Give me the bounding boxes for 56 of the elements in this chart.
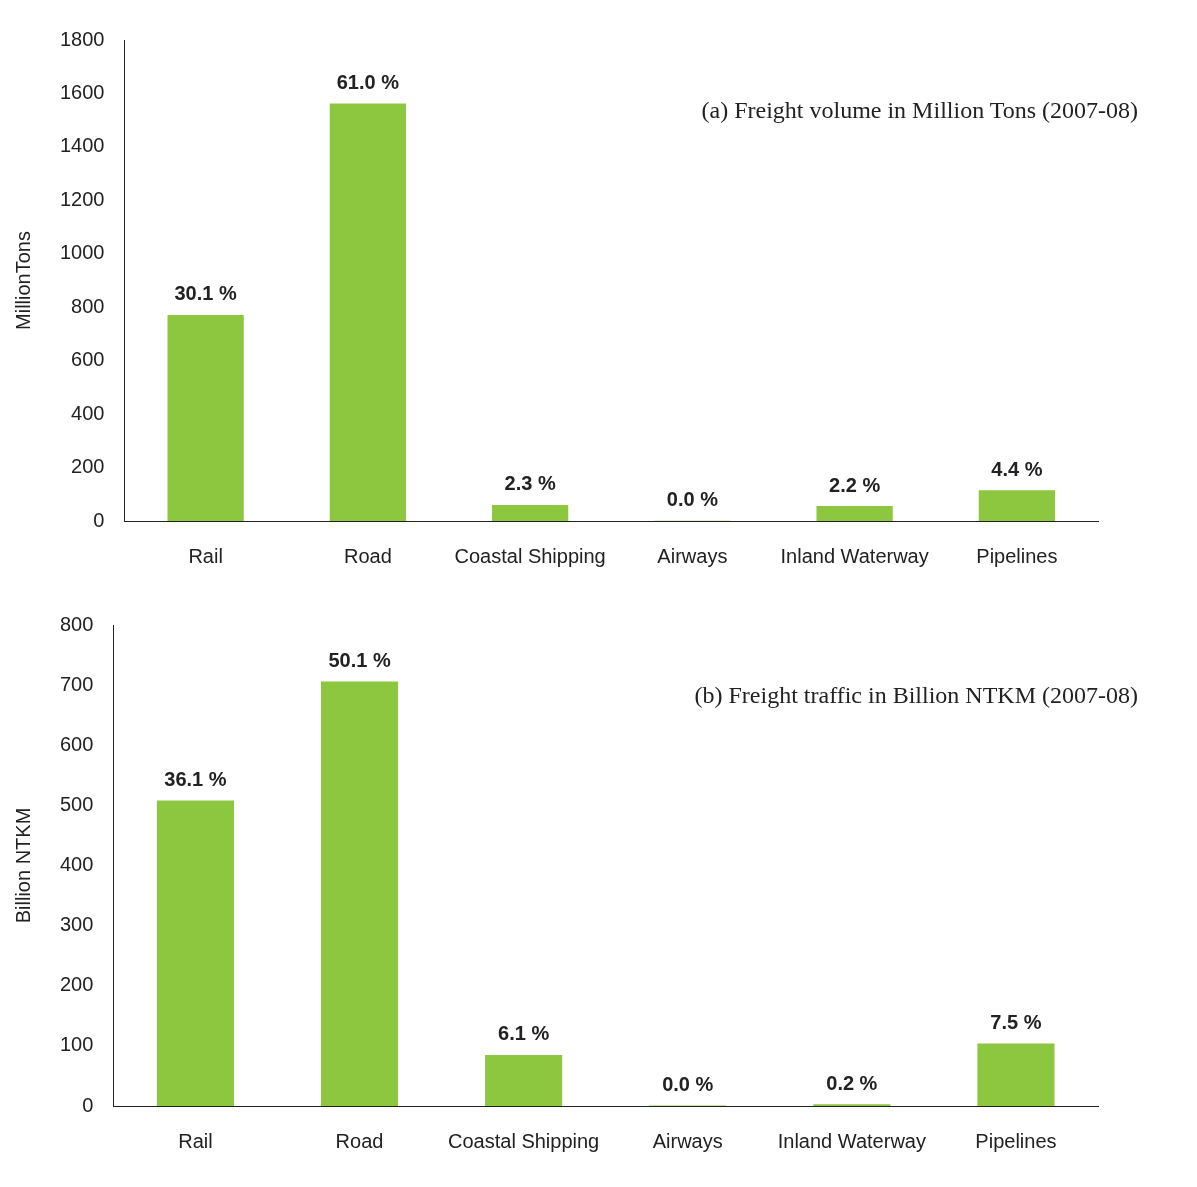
annotation: 2.2 % [829,473,881,496]
y-tick-label: 200 [59,973,94,996]
y-tick-label: 1400 [59,134,105,157]
x-tick-label: Pipelines [975,1129,1057,1152]
y-tick-label: 300 [59,913,94,936]
y-tick-label: 0 [82,1093,94,1116]
x-tick-label: Inland Waterway [780,544,929,567]
annotation: 2.3 % [504,472,556,495]
y-axis-title: Billion NTKM [11,807,34,924]
y-tick-label: 0 [93,508,105,531]
x-tick-label: Rail [178,1129,213,1152]
bar [491,504,569,521]
annotation: 7.5 % [990,1010,1042,1033]
annotation: 0.0 % [662,1072,714,1095]
annotation: 6.1 % [498,1022,550,1045]
x-tick-label: Road [343,544,392,567]
bar [156,800,234,1106]
bar [485,1054,563,1106]
annotation: 4.4 % [991,457,1043,480]
annotation: 0.0 % [666,488,719,511]
annotation: 61.0 % [336,71,400,94]
x-tick-label: Airways [652,1129,723,1152]
y-tick-label: 700 [59,672,94,695]
y-tick-label: 1000 [59,241,105,264]
y-tick-label: 100 [59,1033,94,1056]
y-tick-label: 600 [71,348,105,371]
bar [816,506,893,521]
y-tick-label: 400 [71,401,105,424]
y-tick-label: 500 [59,792,94,815]
x-tick-label: Rail [188,544,223,567]
x-tick-label: Inland Waterway [777,1129,926,1152]
y-tick-label: 1800 [59,27,105,50]
y-tick-label: 600 [59,732,94,755]
annotation: 30.1 % [174,282,237,305]
text: (a) Freight volume in Million Tons (2007-08) [701,97,1138,124]
y-tick-label: 1600 [59,80,105,103]
y-tick-label: 400 [59,853,94,876]
x-tick-label: Coastal Shipping [454,544,606,567]
x-tick-label: Coastal Shipping [448,1129,600,1152]
x-tick-label: Pipelines [976,544,1058,567]
bar [167,314,244,521]
annotation: 36.1 % [164,768,227,791]
text: (b) Freight traffic in Billion NTKM (2007-08) [694,682,1138,709]
y-tick-label: 1200 [59,187,105,210]
x-tick-label: Airways [657,544,728,567]
x-tick-label: Road [335,1129,384,1152]
y-tick-label: 800 [59,612,94,635]
bar [320,681,399,1106]
bar [329,103,406,521]
y-tick-label: 200 [71,455,105,478]
annotation: 0.2 % [826,1071,878,1094]
y-axis-title: MillionTons [11,231,34,330]
y-tick-label: 800 [71,294,105,317]
bar [978,490,1055,521]
annotation: 50.1 % [328,649,391,672]
bar [977,1043,1055,1106]
